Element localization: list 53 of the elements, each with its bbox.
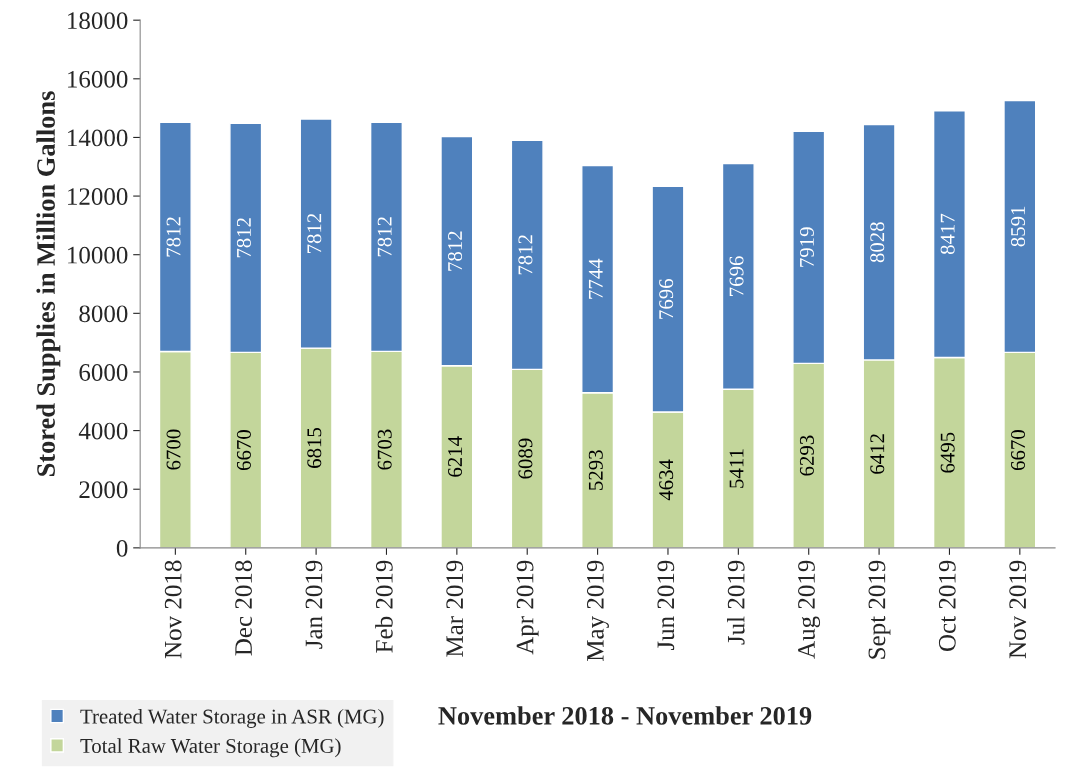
data-label: 7812 bbox=[518, 235, 533, 275]
y-tick-label: 2000 bbox=[79, 481, 128, 499]
x-tick-label: Feb 2019 bbox=[375, 560, 393, 653]
data-label: 7812 bbox=[307, 213, 322, 254]
data-label: 7696 bbox=[659, 278, 674, 319]
y-tick-label: 16000 bbox=[68, 70, 128, 88]
x-tick-label: Mar 2019 bbox=[446, 560, 464, 657]
legend-label: Treated Water Storage in ASR (MG) bbox=[80, 708, 384, 728]
x-tick-label: Sept 2019 bbox=[868, 560, 891, 659]
x-tick-label: Nov 2018 bbox=[164, 560, 182, 659]
data-label: 6293 bbox=[799, 435, 814, 476]
data-label: 6703 bbox=[377, 429, 392, 470]
data-label: 6495 bbox=[940, 432, 955, 473]
x-tick-label: Jan 2019 bbox=[305, 560, 323, 649]
y-tick-label: 12000 bbox=[68, 188, 128, 205]
y-axis-title: Stored Supplies in Million Gallons bbox=[36, 91, 61, 476]
x-tick-label: Aug 2019 bbox=[798, 560, 821, 659]
data-label: 8591 bbox=[1010, 206, 1026, 247]
x-tick-label: Apr 2019 bbox=[516, 560, 539, 655]
x-tick-label: Oct 2019 bbox=[938, 560, 956, 651]
x-tick-label: Nov 2019 bbox=[1009, 560, 1027, 659]
x-tick-label: Jul 2019 bbox=[727, 560, 745, 645]
y-tick-label: 4000 bbox=[78, 422, 128, 440]
data-label: 5411 bbox=[729, 449, 744, 488]
data-label: 6214 bbox=[448, 436, 463, 477]
y-tick-label: 10000 bbox=[68, 246, 128, 264]
data-label: 7812 bbox=[377, 217, 392, 257]
data-label: 8028 bbox=[870, 222, 885, 263]
y-tick-label: 6000 bbox=[79, 364, 128, 381]
data-label: 6089 bbox=[518, 438, 533, 479]
x-tick-label: Dec 2018 bbox=[235, 560, 252, 656]
data-label: 7812 bbox=[448, 231, 463, 271]
data-label: 7744 bbox=[588, 258, 603, 299]
data-label: 8417 bbox=[940, 213, 955, 255]
x-tick-label: Jun 2019 bbox=[657, 560, 675, 651]
y-tick-label: 8000 bbox=[79, 305, 128, 323]
data-label: 6815 bbox=[307, 427, 322, 468]
x-axis-title: November 2018 - November 2019 bbox=[438, 706, 812, 725]
data-label: 7919 bbox=[799, 227, 814, 267]
x-tick-label: May 2019 bbox=[586, 560, 609, 662]
legend-label: Total Raw Water Storage (MG) bbox=[80, 738, 341, 758]
data-label: 7812 bbox=[166, 217, 181, 257]
y-tick-label: 14000 bbox=[68, 129, 128, 147]
y-tick-label: 0 bbox=[116, 539, 128, 557]
data-label: 6412 bbox=[870, 434, 885, 474]
y-tick-label: 18000 bbox=[68, 12, 128, 30]
data-label: 6670 bbox=[1010, 430, 1026, 471]
data-label: 7812 bbox=[236, 218, 251, 258]
data-label: 4634 bbox=[659, 459, 674, 501]
data-label: 6700 bbox=[166, 429, 181, 470]
data-label: 7696 bbox=[729, 256, 744, 296]
data-label: 6670 bbox=[236, 430, 251, 471]
data-label: 5293 bbox=[588, 450, 603, 490]
